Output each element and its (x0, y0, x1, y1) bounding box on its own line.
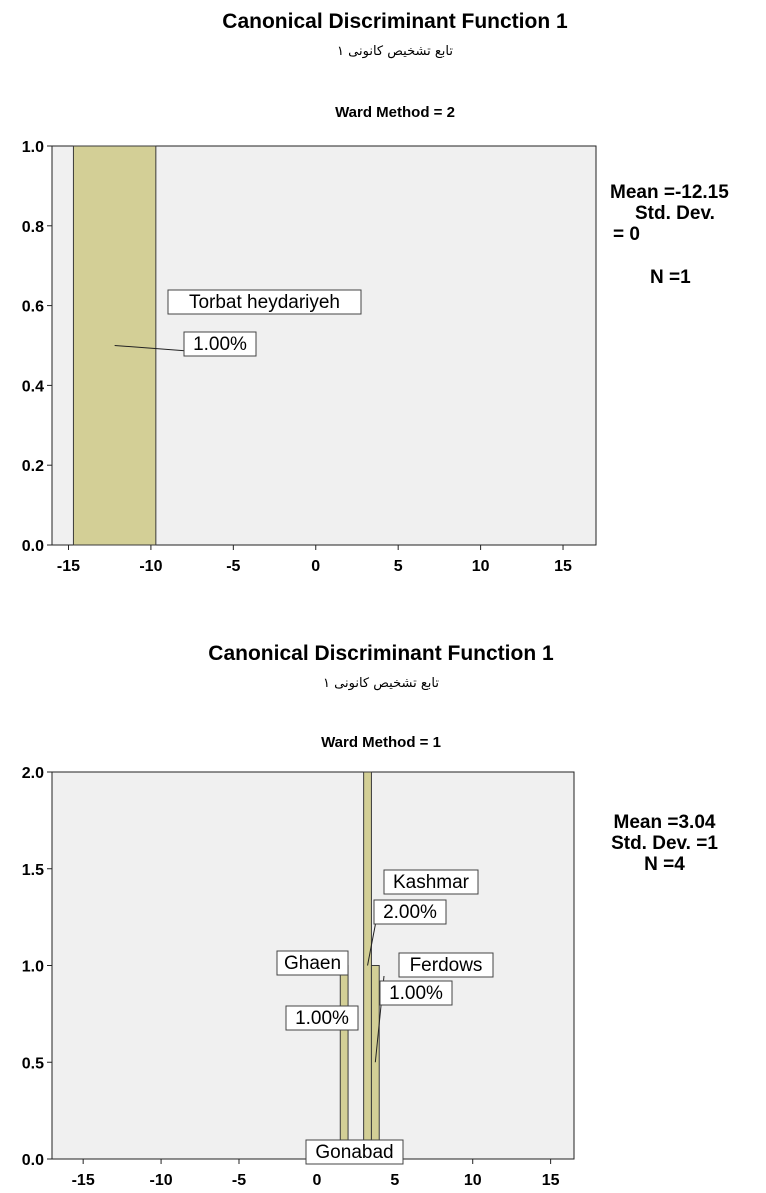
chart-subtitle: تابع تشخیص کانونی ۱ (337, 44, 453, 59)
annotation-percent: 1.00% (183, 331, 257, 357)
chart-title: Canonical Discriminant Function 1 (222, 10, 568, 33)
x-tick-label: -15 (72, 1172, 95, 1189)
x-tick-label: 15 (542, 1172, 560, 1189)
chart-title: Canonical Discriminant Function 1 (208, 642, 554, 665)
annotation-name-ghaen-box (276, 950, 349, 976)
y-tick-label: 0.5 (22, 1055, 44, 1072)
x-tick-label: 5 (394, 558, 403, 575)
group-label: Ward Method = 2 (335, 104, 455, 121)
x-tick-label: -5 (226, 558, 240, 575)
y-tick-label: 1.5 (22, 862, 44, 879)
x-tick-label: 10 (464, 1172, 482, 1189)
x-tick-label: 10 (472, 558, 490, 575)
stats-mean: Mean =-12.15 (610, 182, 729, 203)
annotation-percent-kashmar-box (373, 899, 447, 925)
annotation-percent-ghaen: 1.00% (285, 1005, 359, 1031)
annotation-leader-line (114, 345, 189, 352)
x-tick-label: 5 (390, 1172, 399, 1189)
histogram-bar-1 (363, 771, 372, 1160)
stats-box: Mean =3.04 Std. Dev. =1 N =4 (597, 812, 732, 875)
y-tick-label: 0.4 (22, 378, 44, 395)
annotation-name-kashmar: Kashmar (383, 869, 479, 895)
annotation-name-kashmar-box (383, 869, 479, 895)
group-label: Ward Method = 1 (321, 734, 441, 751)
annotation-name-text: Torbat heydariyeh (189, 292, 340, 313)
histogram-panel-ward-2: Canonical Discriminant Function 1 تابع ت… (22, 10, 729, 575)
annotation-name-kashmar-text: Kashmar (393, 872, 470, 893)
annotation-percent-ferdows-text: 1.00% (389, 983, 443, 1004)
x-tick-label: -10 (139, 558, 162, 575)
annotation-name-gonabad-box (305, 1139, 404, 1165)
stats-std-dev-value: = 0 (613, 224, 640, 245)
stats-box: Mean =-12.15 Std. Dev. = 0 N =1 (610, 182, 729, 288)
y-tick-label: 1.0 (22, 959, 44, 976)
stats-std-dev-label: Std. Dev. (635, 203, 715, 224)
y-tick-label: 0.2 (22, 458, 44, 475)
annotation-name-box (167, 289, 362, 315)
histogram-bar-0 (339, 965, 349, 1160)
y-tick-label: 0.8 (22, 219, 44, 236)
chart-subtitle: تابع تشخیص کانونی ۱ (323, 676, 439, 691)
stats-std-dev: Std. Dev. =1 (611, 833, 718, 854)
y-tick-label: 0.6 (22, 299, 44, 316)
x-tick-label: -15 (57, 558, 80, 575)
y-tick-label: 2.0 (22, 765, 44, 782)
y-tick-label: 0.0 (22, 1152, 44, 1169)
annotation-percent-ferdows-box (379, 980, 453, 1006)
annotation-name-ghaen-text: Ghaen (284, 953, 341, 974)
histogram-chart: -15 -10 -5 0 5 10 15 0.0 0.5 1.0 1.5 2.0 Kashmar 2.00… (22, 765, 575, 1189)
x-tick-label: 0 (311, 558, 320, 575)
annotation-percent-kashmar: 2.00% (373, 899, 447, 925)
histogram-panel-ward-1: Canonical Discriminant Function 1 تابع ت… (0, 630, 766, 1193)
histogram-chart: -15 -10 -5 0 5 10 15 0.0 0.2 0.4 0.6 0.8 1.0 Torbat h… (22, 139, 597, 575)
annotation-name-gonabad: Gonabad (305, 1139, 404, 1165)
annotation-name: Torbat heydariyeh (167, 289, 362, 315)
annotation-name-gonabad-text: Gonabad (315, 1142, 393, 1163)
stats-n: N =1 (650, 267, 691, 288)
annotation-percent-ghaen-box (285, 1005, 359, 1031)
annotation-percent-ferdows: 1.00% (379, 980, 453, 1006)
annotation-name-ferdows-text: Ferdows (410, 955, 483, 976)
stats-mean: Mean =3.04 (613, 812, 716, 833)
x-tick-label: -5 (232, 1172, 246, 1189)
annotation-percent-ghaen-text: 1.00% (295, 1008, 349, 1029)
stats-n: N =4 (644, 854, 685, 875)
y-tick-label: 0.0 (22, 538, 44, 555)
x-tick-label: 15 (554, 558, 572, 575)
annotation-name-ghaen: Ghaen (276, 950, 349, 976)
x-tick-label: 0 (312, 1172, 321, 1189)
annotation-percent-kashmar-text: 2.00% (383, 902, 437, 923)
annotation-name-ferdows-box (398, 952, 494, 978)
annotation-percent-text: 1.00% (193, 334, 247, 355)
y-tick-label: 1.0 (22, 139, 44, 156)
annotation-percent-box (183, 331, 257, 357)
annotation-name-ferdows: Ferdows (398, 952, 494, 978)
x-tick-label: -10 (150, 1172, 173, 1189)
